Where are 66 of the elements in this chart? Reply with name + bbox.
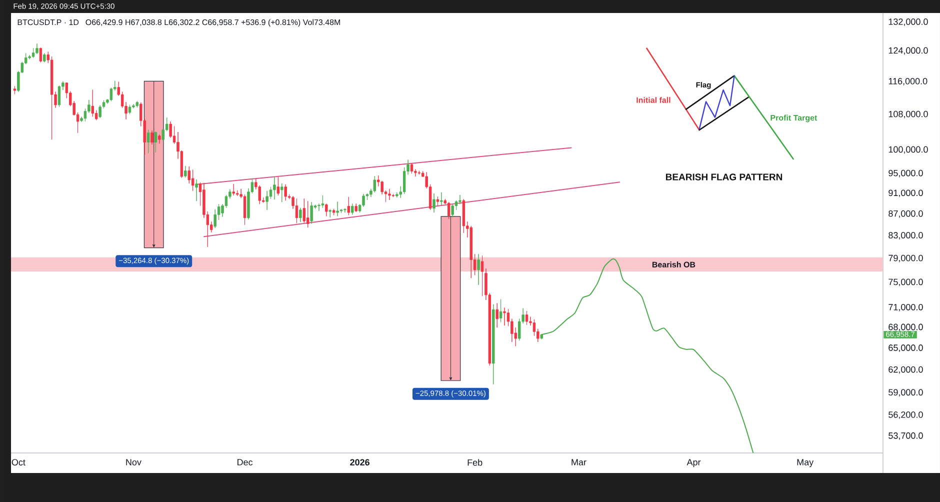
candlestick <box>136 100 139 108</box>
line-series <box>541 258 754 453</box>
y-tick-label: 100,000.0 <box>888 146 928 154</box>
y-tick-label: 53,700.0 <box>888 432 923 440</box>
y-tick-label: 108,000.0 <box>888 110 928 118</box>
candlestick <box>36 43 38 54</box>
candlestick <box>232 184 236 196</box>
candlestick <box>332 208 336 216</box>
x-tick-label: Mar <box>572 459 586 466</box>
candlestick <box>184 166 187 178</box>
candlestick <box>32 48 35 58</box>
y-tick-label: 83,000.0 <box>888 232 923 240</box>
y-tick-label: 87,000.0 <box>888 210 923 218</box>
band-label: Bearish OB <box>652 262 696 268</box>
y-tick-label: 132,000.0 <box>888 18 928 26</box>
y-tick-label: 71,000.0 <box>888 304 923 312</box>
candlestick <box>477 254 480 286</box>
y-tick-label: 65,000.0 <box>888 344 923 352</box>
x-tick-label: Apr <box>686 459 701 468</box>
candlestick <box>373 176 376 193</box>
candlestick <box>195 179 198 202</box>
candlestick <box>158 134 161 144</box>
y-tick-label: 124,000.0 <box>888 47 928 55</box>
annotation: Profit Target <box>770 114 818 122</box>
candlestick <box>492 304 495 385</box>
candlestick <box>280 183 284 202</box>
candlestick <box>451 204 454 218</box>
candlestick <box>266 190 268 210</box>
candlestick <box>299 208 302 222</box>
text: BTCUSDT.P · 1D <box>18 19 79 26</box>
y-tick-label: 56,200.0 <box>888 411 923 419</box>
candlestick <box>440 192 443 206</box>
candlestick <box>388 188 391 200</box>
x-tick-label: 2026 <box>350 459 370 466</box>
candlestick <box>128 104 132 114</box>
x-tick-label: Nov <box>126 459 142 466</box>
y-tick-label: 116,000.0 <box>888 78 928 86</box>
candlestick <box>58 85 61 108</box>
candlestick <box>146 129 150 154</box>
x-tick-label: May <box>797 459 814 468</box>
annotation: BEARISH FLAG PATTERN <box>666 174 782 180</box>
annotation: Initial fall <box>636 97 670 103</box>
candlestick <box>273 176 276 200</box>
candlestick <box>503 307 506 326</box>
y-tick-label: 59,000.0 <box>888 389 923 397</box>
candlestick <box>418 170 421 175</box>
candlestick <box>432 193 436 213</box>
text: O66,429.9 H67,038.8 L66,302.2 C66,958.7 +536.9 (+0.81%) Vol73.48M <box>86 19 340 27</box>
y-tick-label: 91,000.0 <box>888 190 923 198</box>
x-tick-label: Dec <box>238 459 253 466</box>
candlestick <box>351 203 354 215</box>
y-tick-label: 68,000.0 <box>888 324 923 332</box>
candlestick <box>310 202 313 224</box>
y-tick-label: 79,000.0 <box>888 254 923 262</box>
x-tick-label: Feb <box>468 459 482 466</box>
y-tick-label: 75,000.0 <box>888 278 923 286</box>
candlestick <box>344 208 346 213</box>
candlestick <box>499 299 502 322</box>
candlestick <box>43 52 46 63</box>
candlestick <box>154 131 158 153</box>
y-tick-label: 62,000.0 <box>888 366 923 374</box>
x-tick-label: Oct <box>12 459 26 466</box>
candlestick <box>336 201 339 216</box>
candlestick <box>321 195 324 208</box>
candlestick <box>328 209 332 218</box>
y-tick-label: 95,000.0 <box>888 170 923 178</box>
